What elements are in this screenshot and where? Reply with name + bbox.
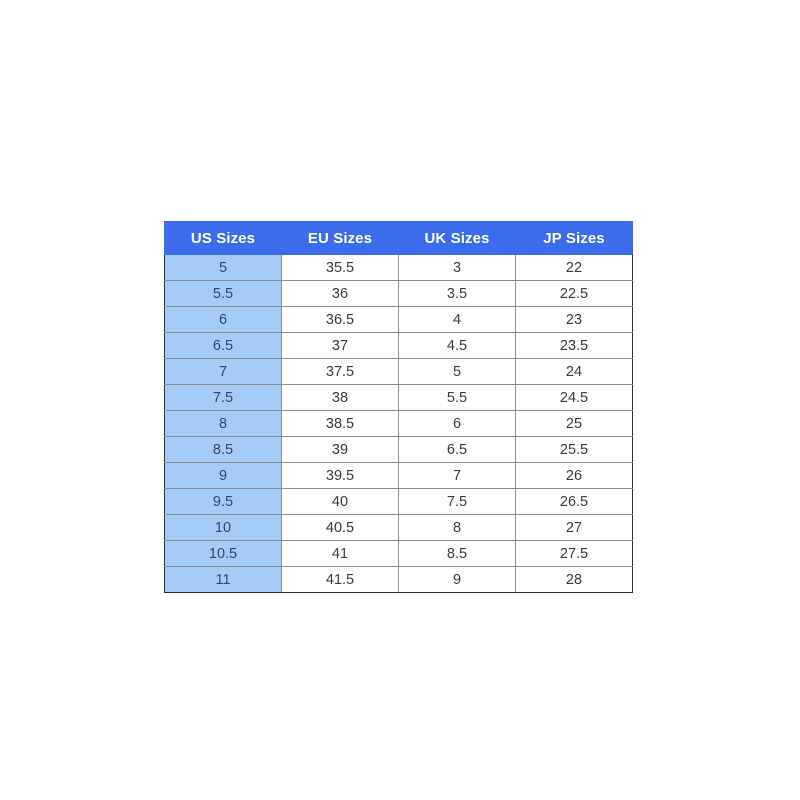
table-body: 5 35.5 3 22 5.5 36 3.5 22.5 6 36.5 4 23 6.5 37 4.5 23.5…: [164, 254, 633, 593]
table-cell: 5.5: [398, 384, 516, 411]
table-cell: 6.5: [164, 332, 282, 359]
table-cell: 9.5: [164, 488, 282, 515]
table-row: 5.5 36 3.5 22.5: [164, 280, 633, 307]
table-cell: 37: [281, 332, 399, 359]
table-cell: 6.5: [398, 436, 516, 463]
table-cell: 10.5: [164, 540, 282, 567]
table-cell: 25: [515, 410, 633, 437]
table-row: 10 40.5 8 27: [164, 514, 633, 541]
table-cell: 27.5: [515, 540, 633, 567]
table-row: 6.5 37 4.5 23.5: [164, 332, 633, 359]
table-cell: 40.5: [281, 514, 399, 541]
table-row: 7.5 38 5.5 24.5: [164, 384, 633, 411]
table-cell: 7.5: [164, 384, 282, 411]
table-row: 9 39.5 7 26: [164, 462, 633, 489]
table-row: 5 35.5 3 22: [164, 254, 633, 281]
table-row: 11 41.5 9 28: [164, 566, 633, 593]
table-header-row: US Sizes EU Sizes UK Sizes JP Sizes: [164, 221, 633, 255]
table-cell: 4: [398, 306, 516, 333]
table-cell: 41: [281, 540, 399, 567]
table-cell: 5.5: [164, 280, 282, 307]
table-cell: 3: [398, 254, 516, 281]
table-cell: 25.5: [515, 436, 633, 463]
table-row: 6 36.5 4 23: [164, 306, 633, 333]
table-cell: 26: [515, 462, 633, 489]
table-cell: 8: [398, 514, 516, 541]
table-cell: 8: [164, 410, 282, 437]
table-cell: 36.5: [281, 306, 399, 333]
table-cell: 23: [515, 306, 633, 333]
table-cell: 6: [164, 306, 282, 333]
table-cell: 24.5: [515, 384, 633, 411]
table-cell: 36: [281, 280, 399, 307]
table-cell: 23.5: [515, 332, 633, 359]
table-cell: 24: [515, 358, 633, 385]
table-row: 10.5 41 8.5 27.5: [164, 540, 633, 567]
table-row: 9.5 40 7.5 26.5: [164, 488, 633, 515]
table-cell: 40: [281, 488, 399, 515]
table-cell: 27: [515, 514, 633, 541]
size-chart-container: US Sizes EU Sizes UK Sizes JP Sizes 5 35.…: [164, 221, 633, 593]
table-cell: 5: [398, 358, 516, 385]
table-cell: 7: [398, 462, 516, 489]
table-cell: 3.5: [398, 280, 516, 307]
table-cell: 22: [515, 254, 633, 281]
column-header-jp[interactable]: JP Sizes: [515, 221, 633, 255]
table-header: US Sizes EU Sizes UK Sizes JP Sizes: [164, 221, 633, 255]
table-cell: 5: [164, 254, 282, 281]
table-cell: 39: [281, 436, 399, 463]
table-cell: 26.5: [515, 488, 633, 515]
table-row: 8.5 39 6.5 25.5: [164, 436, 633, 463]
table-cell: 38: [281, 384, 399, 411]
table-cell: 8.5: [398, 540, 516, 567]
column-header-uk[interactable]: UK Sizes: [398, 221, 516, 255]
column-header-eu[interactable]: EU Sizes: [281, 221, 399, 255]
table-cell: 7.5: [398, 488, 516, 515]
table-cell: 4.5: [398, 332, 516, 359]
table-cell: 10: [164, 514, 282, 541]
table-cell: 9: [398, 566, 516, 593]
table-cell: 9: [164, 462, 282, 489]
table-cell: 11: [164, 566, 282, 593]
table-row: 7 37.5 5 24: [164, 358, 633, 385]
table-cell: 7: [164, 358, 282, 385]
table-cell: 39.5: [281, 462, 399, 489]
table-cell: 38.5: [281, 410, 399, 437]
table-cell: 28: [515, 566, 633, 593]
table-cell: 37.5: [281, 358, 399, 385]
table-row: 8 38.5 6 25: [164, 410, 633, 437]
table-cell: 35.5: [281, 254, 399, 281]
table-cell: 22.5: [515, 280, 633, 307]
table-cell: 8.5: [164, 436, 282, 463]
size-conversion-table: US Sizes EU Sizes UK Sizes JP Sizes 5 35.…: [164, 221, 633, 593]
column-header-us[interactable]: US Sizes: [164, 221, 282, 255]
table-cell: 6: [398, 410, 516, 437]
table-cell: 41.5: [281, 566, 399, 593]
